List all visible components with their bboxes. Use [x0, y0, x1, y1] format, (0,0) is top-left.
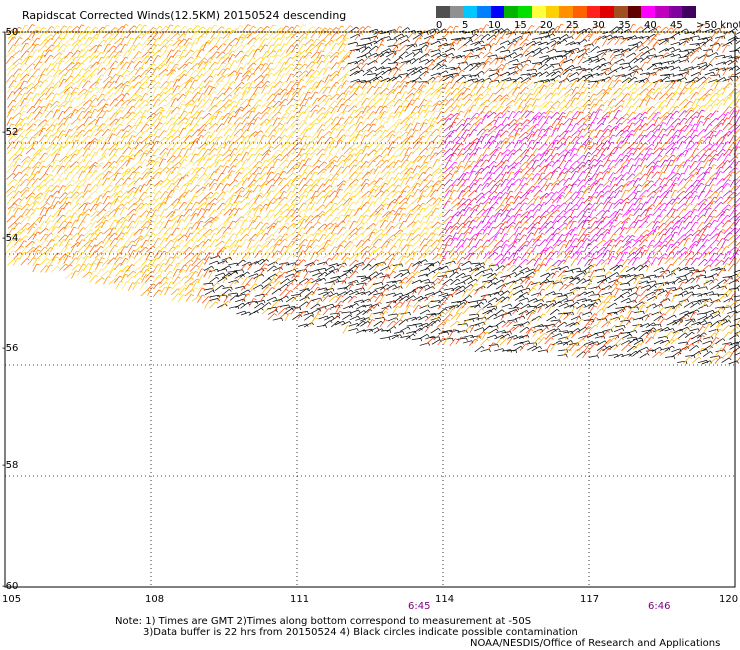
lat-label: -50: [2, 27, 19, 38]
lat-label: -60: [2, 581, 19, 592]
notes: Note: 1) Times are GMT 2)Times along bot…: [115, 616, 578, 638]
colorbar-swatch: [463, 6, 478, 18]
colorbar-label: 45: [670, 20, 683, 31]
colorbar-swatch: [586, 6, 601, 18]
lon-label: 120: [719, 594, 739, 605]
colorbar-swatch: [477, 6, 491, 18]
credit: NOAA/NESDIS/Office of Research and Appli…: [470, 638, 721, 649]
time-label: 6:45: [408, 601, 431, 612]
colorbar-swatch: [627, 6, 642, 18]
colorbar-swatch: [655, 6, 669, 18]
lat-label: -54: [2, 233, 19, 244]
lat-label: -52: [2, 127, 19, 138]
lon-label: 105: [2, 594, 22, 605]
colorbar-swatch: [613, 6, 628, 18]
wind-barbs: [5, 23, 740, 365]
colorbar-swatch: [641, 6, 655, 18]
lat-label: -56: [2, 343, 19, 354]
colorbar-label: 10: [488, 20, 501, 31]
time-label: 6:46: [648, 601, 671, 612]
lon-label: 114: [435, 594, 455, 605]
colorbar-swatch: [518, 6, 532, 18]
lon-label: 117: [580, 594, 600, 605]
colorbar-swatch: [504, 6, 519, 18]
colorbar-label: 25: [566, 20, 579, 31]
colorbar-swatch: [559, 6, 573, 18]
colorbar-label: 40: [644, 20, 657, 31]
note-line: 3)Data buffer is 22 hrs from 20150524 4)…: [143, 627, 578, 638]
colorbar-labels: 0 5 10 15 20 25 30 35 40 45 >50 knots: [430, 20, 740, 32]
wind-speed-colorbar: [436, 6, 697, 18]
colorbar-label: 5: [462, 20, 469, 31]
colorbar-label: 30: [592, 20, 605, 31]
map-title: Rapidscat Corrected Winds(12.5KM) 201505…: [22, 9, 347, 22]
colorbar-swatch: [600, 6, 614, 18]
colorbar-swatch: [572, 6, 587, 18]
colorbar-label: 20: [540, 20, 553, 31]
lon-label: 108: [145, 594, 165, 605]
colorbar-swatch: [545, 6, 560, 18]
colorbar-swatch: [531, 6, 546, 18]
colorbar-swatch: [436, 6, 450, 18]
colorbar-label: 15: [514, 20, 527, 31]
lon-label: 111: [290, 594, 310, 605]
colorbar-swatch: [682, 6, 697, 18]
note-line: Note: 1) Times are GMT 2)Times along bot…: [115, 616, 532, 627]
colorbar-swatch: [668, 6, 683, 18]
colorbar-label: 35: [618, 20, 631, 31]
colorbar-swatch: [490, 6, 505, 18]
colorbar-swatch: [449, 6, 464, 18]
colorbar-label: >50 knots: [696, 20, 740, 31]
lat-label: -58: [2, 460, 19, 471]
colorbar-label: 0: [436, 20, 443, 31]
